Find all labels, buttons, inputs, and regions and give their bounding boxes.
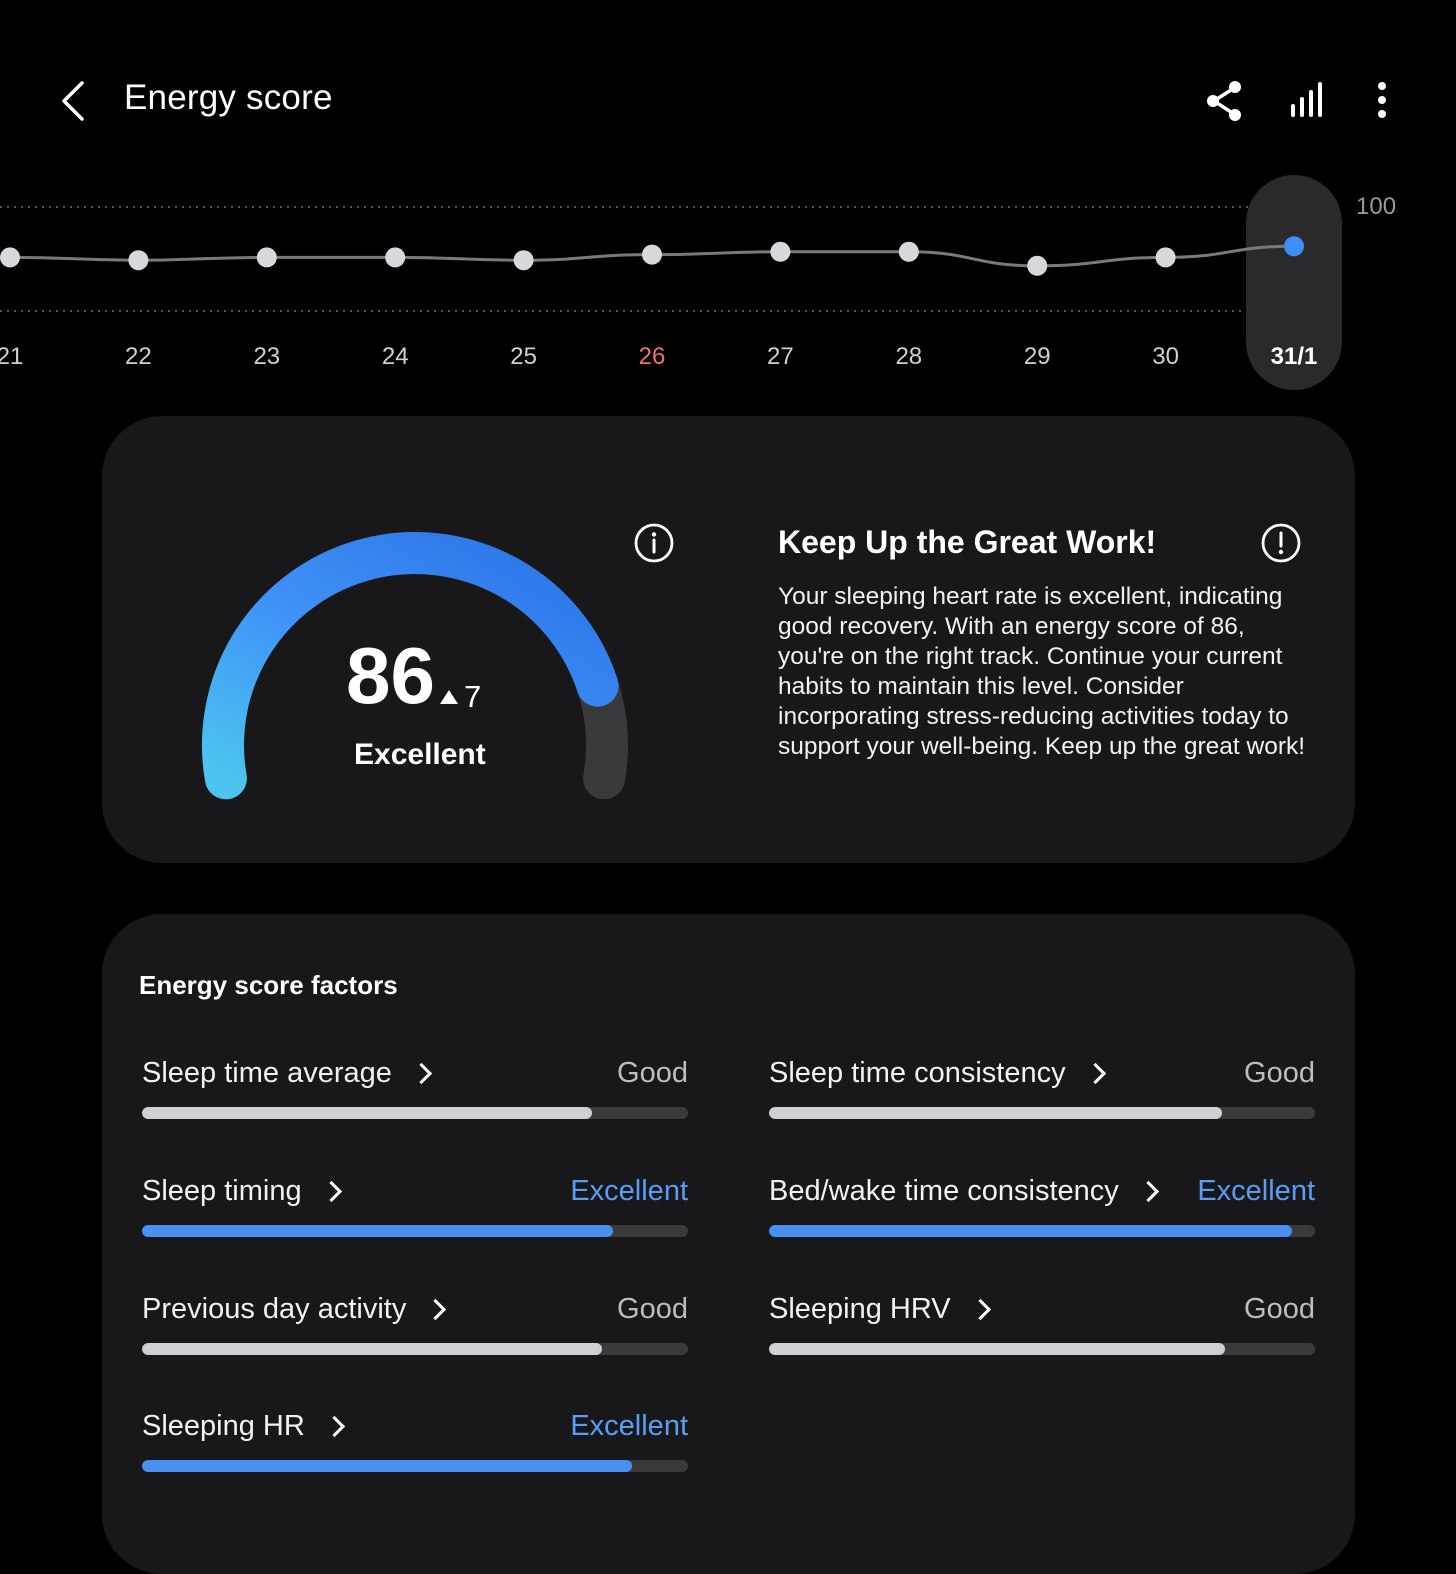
factor-progress-fill [142, 1460, 632, 1472]
share-icon [1207, 81, 1241, 121]
chevron-right-icon [425, 1298, 447, 1321]
day-label[interactable]: 26 [639, 343, 666, 370]
trend-point[interactable] [1284, 236, 1304, 257]
factor-previous-day-activity[interactable]: Previous day activity Good [142, 1293, 688, 1373]
factor-rating: Good [617, 1057, 688, 1089]
factor-name: Sleeping HRV [769, 1293, 951, 1325]
app-header: Energy score [0, 0, 1456, 200]
trend-point[interactable] [256, 247, 277, 268]
day-label[interactable]: 30 [1152, 343, 1179, 370]
gauge-fill [202, 532, 619, 800]
score-card [102, 416, 1355, 863]
share-button[interactable] [1198, 74, 1252, 128]
factor-progress-fill [142, 1343, 602, 1355]
factor-name: Sleep time average [142, 1057, 392, 1089]
trend-point[interactable] [898, 241, 919, 262]
trend-point[interactable] [1155, 247, 1176, 268]
factor-sleep-time-consistency[interactable]: Sleep time consistency Good [769, 1057, 1315, 1137]
chevron-right-icon [1137, 1180, 1159, 1203]
trend-point[interactable] [385, 247, 406, 268]
day-label[interactable]: 31/1 [1271, 343, 1318, 370]
score-delta-value: 7 [464, 679, 482, 714]
score-gauge [202, 532, 628, 800]
trend-point[interactable] [1027, 255, 1048, 276]
trend-chart: 21 22 23 24 25 26 27 28 29 30 31/1 100 [0, 0, 1456, 405]
trend-chart-svg: 21 22 23 24 25 26 27 28 29 30 31/1 [0, 175, 1342, 390]
factor-progress-track [769, 1225, 1315, 1237]
factors-title: Energy score factors [139, 970, 398, 1000]
factor-name: Sleeping HR [142, 1410, 305, 1442]
factor-name: Sleep timing [142, 1175, 302, 1207]
trend-point[interactable] [513, 250, 534, 271]
advice-alert-button[interactable] [1259, 521, 1303, 565]
advice-title: Keep Up the Great Work! [778, 524, 1157, 560]
day-label[interactable]: 28 [895, 343, 922, 370]
factor-progress-fill [142, 1107, 593, 1119]
trend-point[interactable] [128, 250, 149, 271]
factor-rating: Good [1244, 1293, 1315, 1325]
trend-max-label: 100 [1356, 193, 1397, 220]
day-label[interactable]: 23 [253, 343, 280, 370]
factor-progress-fill [769, 1225, 1293, 1237]
factor-rating: Excellent [570, 1175, 688, 1207]
chevron-right-icon [969, 1298, 991, 1321]
factor-name: Bed/wake time consistency [769, 1175, 1119, 1207]
factor-name: Sleep time consistency [769, 1057, 1066, 1089]
trend-point[interactable] [0, 247, 20, 268]
info-icon [634, 523, 674, 563]
factor-rating: Good [1244, 1057, 1315, 1089]
advice-text: Your sleeping heart rate is excellent, i… [778, 583, 1306, 760]
factor-sleeping-hrv[interactable]: Sleeping HRV Good [769, 1293, 1315, 1373]
alert-icon [1261, 523, 1301, 563]
factor-bed-wake-consistency[interactable]: Bed/wake time consistency Excellent [769, 1175, 1315, 1255]
day-label[interactable]: 21 [0, 343, 23, 370]
back-button[interactable] [52, 74, 100, 128]
up-triangle-icon [440, 689, 458, 704]
factor-sleep-timing[interactable]: Sleep timing Excellent [142, 1175, 688, 1255]
chevron-right-icon [320, 1180, 342, 1203]
more-vertical-icon [1378, 82, 1386, 118]
back-arrow-icon [62, 81, 84, 121]
bar-chart-icon [1291, 82, 1322, 117]
page-title: Energy score [124, 78, 333, 117]
trend-point[interactable] [642, 244, 662, 265]
energy-score-value: 86 [346, 631, 435, 720]
selected-day-highlight[interactable] [1246, 175, 1342, 390]
factor-sleeping-hr[interactable]: Sleeping HR Excellent [142, 1410, 688, 1490]
day-label[interactable]: 29 [1024, 343, 1051, 370]
factor-rating: Excellent [1197, 1175, 1315, 1207]
factor-progress-track [769, 1107, 1315, 1119]
chevron-right-icon [323, 1415, 345, 1438]
chevron-right-icon [410, 1062, 432, 1085]
factor-progress-fill [142, 1225, 613, 1237]
day-label[interactable]: 22 [125, 343, 152, 370]
day-label[interactable]: 24 [382, 343, 409, 370]
chevron-right-icon [1084, 1062, 1106, 1085]
trend-point[interactable] [770, 241, 791, 262]
factor-progress-fill [769, 1107, 1223, 1119]
day-label[interactable]: 25 [510, 343, 537, 370]
factor-progress-track [142, 1460, 688, 1472]
factor-progress-track [769, 1343, 1315, 1355]
score-delta: 7 [440, 681, 481, 712]
factor-progress-track [142, 1225, 688, 1237]
factor-progress-track [142, 1343, 688, 1355]
factor-rating: Good [617, 1293, 688, 1325]
info-button[interactable] [632, 521, 676, 565]
stats-button[interactable] [1281, 74, 1335, 128]
factor-rating: Excellent [570, 1410, 688, 1442]
factor-name: Previous day activity [142, 1293, 407, 1325]
more-options-button[interactable] [1356, 74, 1410, 128]
factor-progress-track [142, 1107, 688, 1119]
factor-sleep-time-average[interactable]: Sleep time average Good [142, 1057, 688, 1137]
factor-progress-fill [769, 1343, 1225, 1355]
score-rating-label: Excellent [354, 738, 486, 771]
day-label[interactable]: 27 [767, 343, 794, 370]
